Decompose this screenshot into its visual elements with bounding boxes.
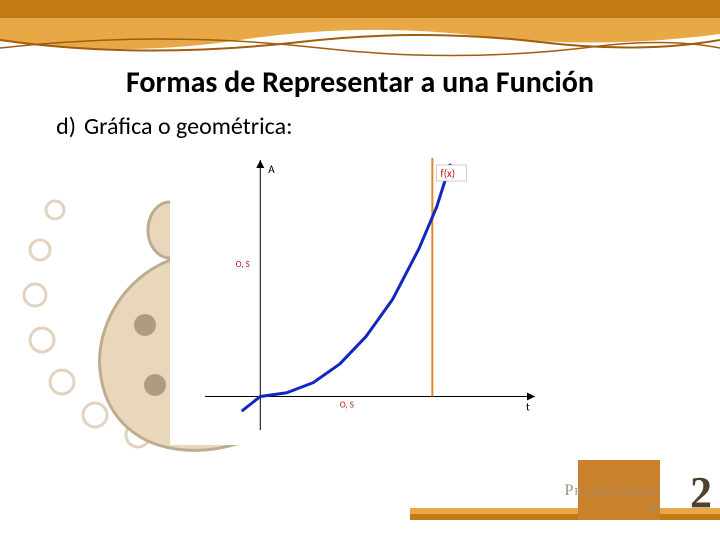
page-title: Formas de Representar a una Función <box>0 64 720 101</box>
svg-text:O, S: O, S <box>340 400 354 411</box>
list-letter: d) <box>40 112 76 141</box>
footer-brand: Preparatoria no. 2 <box>410 450 720 520</box>
footer-bar-dark <box>410 514 720 520</box>
footer-number: 2 <box>690 467 712 518</box>
svg-text:O, S: O, S <box>236 259 250 270</box>
list-item-d: d) Gráfica o geométrica: <box>40 112 680 141</box>
list-label: Gráfica o geométrica: <box>84 112 293 141</box>
header-band <box>0 0 720 60</box>
footer-label-top: Preparatoria <box>565 482 660 500</box>
svg-text:f(x): f(x) <box>440 167 455 180</box>
svg-text:t: t <box>526 400 530 413</box>
function-graph: At f(x) O, S O, S <box>170 155 540 445</box>
footer-label-bottom: no. <box>648 503 661 514</box>
svg-text:A: A <box>268 163 275 176</box>
